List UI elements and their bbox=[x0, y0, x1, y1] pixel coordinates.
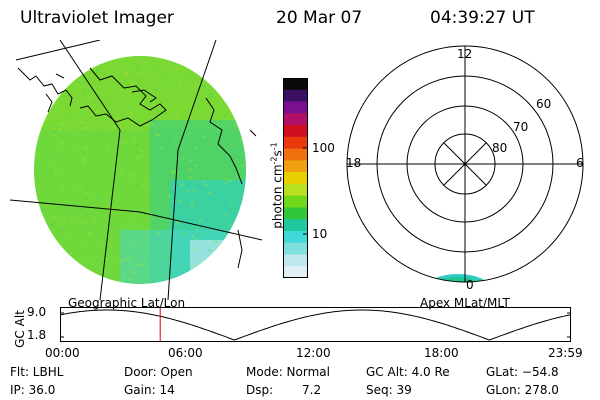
colorbar-swatch bbox=[283, 183, 308, 197]
mlt-label-0: 0 bbox=[466, 278, 474, 292]
status-glat: GLat: −54.8 bbox=[486, 365, 559, 379]
status-glon: GLon: 278.0 bbox=[486, 383, 559, 397]
orbit-x-tick-2: 12:00 bbox=[296, 346, 331, 360]
status-gc-alt: GC Alt: 4.0 Re bbox=[366, 365, 450, 379]
colorbar-swatch bbox=[283, 195, 308, 208]
colorbar bbox=[283, 78, 308, 278]
colorbar-swatch bbox=[283, 254, 308, 267]
geographic-image-panel bbox=[9, 40, 263, 300]
apex-projection-label: Apex MLat/MLT bbox=[420, 296, 510, 310]
mlat-label-80: 80 bbox=[492, 141, 508, 155]
orbit-y-min: 1.8 bbox=[27, 328, 47, 342]
instrument-title: Ultraviolet Imager bbox=[20, 8, 174, 28]
mlat-label-70: 70 bbox=[513, 120, 529, 134]
orbit-x-tick-0: 00:00 bbox=[45, 346, 80, 360]
coastline-lines bbox=[17, 67, 243, 269]
mlt-label-18: 18 bbox=[346, 156, 362, 170]
colorbar-tick-10: 10 bbox=[312, 227, 328, 241]
mlat-label-60: 60 bbox=[536, 97, 552, 111]
orbit-x-tick-4: 23:59 bbox=[548, 346, 583, 360]
colorbar-swatch bbox=[283, 242, 308, 255]
colorbar-swatch bbox=[283, 230, 308, 244]
status-filter: Flt: LBHL bbox=[10, 365, 64, 379]
status-mode: Mode: Normal bbox=[246, 365, 330, 379]
status-dsp-value: 7.2 bbox=[302, 383, 322, 397]
polar-emission-patch bbox=[426, 274, 490, 282]
colorbar-swatch bbox=[283, 89, 308, 103]
colorbar-swatch bbox=[283, 266, 308, 278]
colorbar-swatch bbox=[283, 136, 308, 150]
colorbar-tick-100: 100 bbox=[312, 141, 335, 155]
orbit-axis-label: GC Alt bbox=[13, 310, 27, 348]
status-dsp-label: Dsp: bbox=[246, 383, 274, 397]
colorbar-swatch bbox=[283, 219, 308, 232]
polar-grid bbox=[346, 45, 584, 283]
colorbar-swatch bbox=[283, 78, 308, 91]
status-seq: Seq: 39 bbox=[366, 383, 412, 397]
colorbar-gradient bbox=[283, 78, 308, 278]
geo-grid-lines bbox=[9, 40, 263, 300]
orbit-altitude-plot bbox=[60, 307, 572, 342]
colorbar-swatch bbox=[283, 207, 308, 220]
polar-mlt-plot bbox=[346, 45, 584, 283]
status-door: Door: Open bbox=[124, 365, 193, 379]
colorbar-swatch bbox=[283, 148, 308, 161]
geographic-projection-label: Geographic Lat/Lon bbox=[68, 296, 186, 310]
colorbar-swatch bbox=[283, 113, 308, 126]
colorbar-units-label: photon cm-2s-1 bbox=[269, 142, 285, 229]
orbit-x-tick-1: 06:00 bbox=[168, 346, 203, 360]
orbit-x-tick-3: 18:00 bbox=[424, 346, 459, 360]
observation-time: 04:39:27 UT bbox=[430, 8, 535, 28]
orbit-y-max: 9.0 bbox=[27, 305, 47, 319]
colorbar-swatch bbox=[283, 160, 308, 173]
mlt-label-12: 12 bbox=[457, 47, 473, 61]
status-gain: Gain: 14 bbox=[124, 383, 175, 397]
colorbar-swatch bbox=[283, 101, 308, 114]
orbit-altitude-curve bbox=[60, 309, 572, 341]
status-ip: IP: 36.0 bbox=[10, 383, 56, 397]
observation-date: 20 Mar 07 bbox=[276, 8, 363, 28]
colorbar-swatch bbox=[283, 172, 308, 185]
colorbar-swatch bbox=[283, 125, 308, 138]
uv-emission-disc bbox=[34, 56, 246, 284]
mlt-label-6: 6 bbox=[576, 156, 584, 170]
